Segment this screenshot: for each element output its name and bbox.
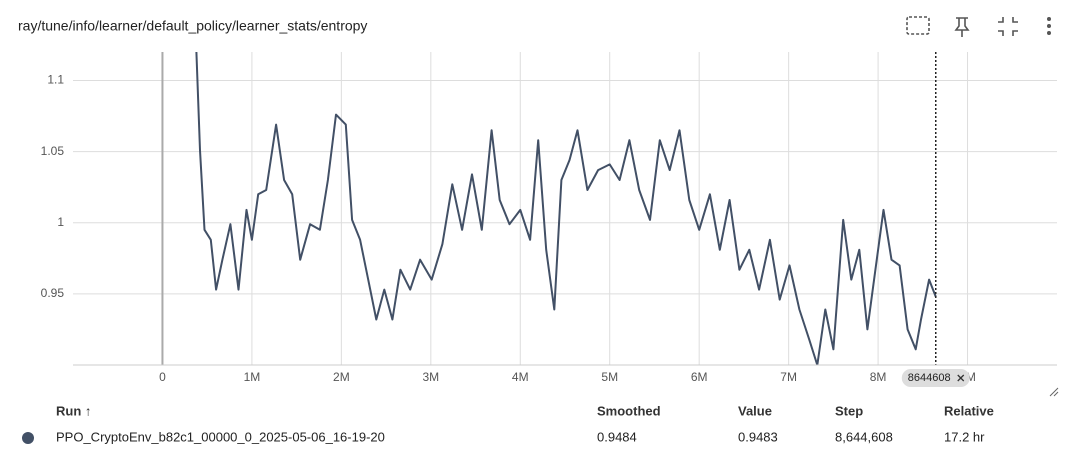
run-color-dot [22, 432, 34, 444]
table-header[interactable]: Run ↑ [56, 403, 91, 418]
menu-icon[interactable] [1047, 17, 1051, 35]
y-tick-label: 1 [57, 215, 64, 229]
table-cell: 17.2 hr [944, 429, 985, 444]
table-header: Smoothed [597, 403, 661, 418]
collapse-icon[interactable] [998, 17, 1018, 36]
y-tick-label: 0.95 [41, 286, 65, 300]
cursor-label: 8644608 [908, 372, 951, 384]
y-tick-label: 1.1 [47, 73, 64, 87]
table-header: Relative [944, 403, 994, 418]
table-cell: 8,644,608 [835, 429, 893, 444]
chart-title: ray/tune/info/learner/default_policy/lea… [18, 18, 367, 34]
pin-icon[interactable] [954, 17, 970, 37]
x-tick-label: 8M [870, 370, 887, 384]
table-header: Step [835, 403, 863, 418]
x-tick-label: 5M [601, 370, 618, 384]
fit-icon[interactable] [906, 16, 930, 35]
cursor-chip[interactable] [901, 369, 970, 387]
table-header: Value [738, 403, 772, 418]
toolbar [906, 16, 1051, 37]
series-line [195, 52, 937, 365]
y-tick-label: 1.05 [41, 144, 65, 158]
x-tick-label: 1M [244, 370, 261, 384]
x-tick-label: 0 [159, 370, 166, 384]
x-tick-label: 6M [691, 370, 708, 384]
table-cell: PPO_CryptoEnv_b82c1_00000_0_2025-05-06_1… [56, 429, 385, 444]
resize-handle[interactable] [1049, 387, 1059, 397]
cursor-close[interactable] [957, 374, 965, 382]
table-cell: 0.9483 [738, 429, 778, 444]
x-tick-label: 2M [333, 370, 350, 384]
x-tick-label: 7M [780, 370, 797, 384]
table-cell: 0.9484 [597, 429, 637, 444]
x-tick-label: 3M [422, 370, 439, 384]
x-tick-label: 4M [512, 370, 529, 384]
